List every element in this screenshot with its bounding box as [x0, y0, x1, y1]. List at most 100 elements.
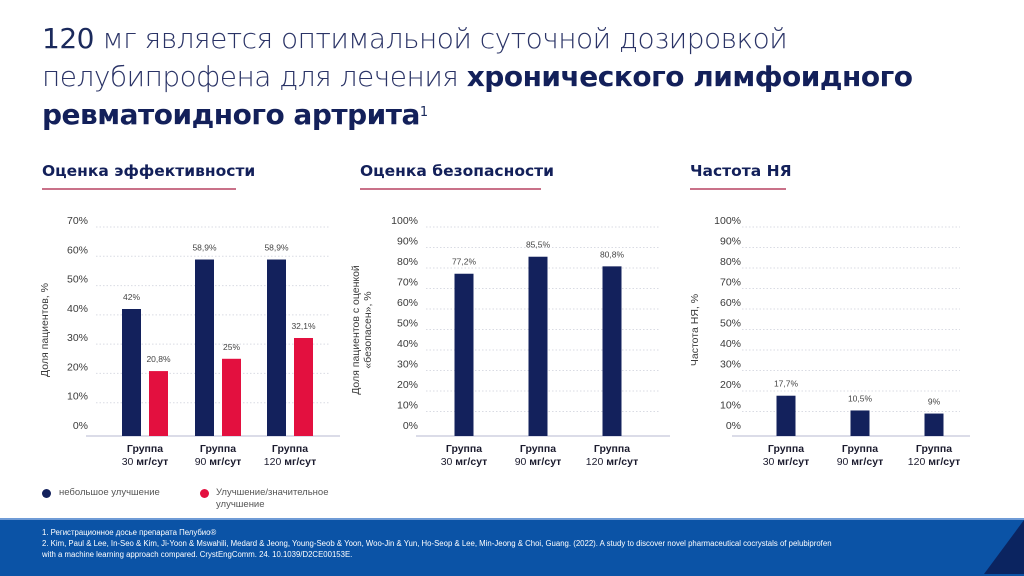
dose-unit: мг/сут	[774, 456, 809, 468]
bar	[222, 358, 241, 436]
y-tick-label: 70%	[397, 277, 418, 289]
legend-dot-red-icon	[200, 489, 209, 498]
y-tick-label: 90%	[397, 236, 418, 248]
charts-canvas: 0% 10% 20% 30% 40% 50% 60% 70% Доля пациентов, %…	[39, 215, 970, 468]
title-emphasis: хронического лимфоидного ревматоидного а…	[42, 60, 913, 131]
section-underline-safety	[360, 188, 541, 190]
y-tick-label: 20%	[720, 379, 741, 391]
y-tick-label: 70%	[67, 215, 88, 227]
y-tick-label: 100%	[391, 215, 418, 227]
section-underline-ae	[690, 188, 786, 190]
x-category-label-line1: Группа	[842, 443, 878, 455]
y-tick-label: 60%	[720, 297, 741, 309]
bar-value-label: 58,9%	[192, 243, 217, 253]
x-category-label-line2: 120 мг/сут	[264, 456, 316, 468]
dose-unit: мг/сут	[281, 456, 316, 468]
y-tick-label: 50%	[397, 318, 418, 330]
y-tick-label: 60%	[67, 244, 88, 256]
x-category-label-line2: 90 мг/сут	[515, 456, 562, 468]
bar	[267, 259, 286, 436]
section-underline-efficacy	[42, 188, 236, 190]
reference-2-line1: 2. Kim, Paul & Lee, In-Seo & Kim, Ji-Yoo…	[42, 539, 832, 548]
dose-value: 120	[908, 456, 926, 468]
dose-value: 90	[195, 456, 207, 468]
dose-value: 90	[515, 456, 527, 468]
dose-value: 120	[264, 456, 282, 468]
y-tick-label: 90%	[720, 236, 741, 248]
bar-value-label: 80,8%	[600, 249, 625, 259]
bar	[149, 371, 168, 436]
reference-2-line2: with a machine learning approach compare…	[42, 550, 353, 559]
title-text: мг является оптимальной суточной дозиров…	[42, 22, 788, 93]
footer-band	[0, 518, 1024, 576]
x-category-label-line1: Группа	[272, 443, 308, 455]
y-tick-label: 30%	[720, 359, 741, 371]
y-tick-label: 0%	[403, 420, 418, 432]
section-title-efficacy: Оценка эффективности	[42, 162, 256, 180]
y-tick-label: 30%	[397, 359, 418, 371]
bar	[602, 266, 622, 436]
bar-value-label: 9%	[928, 397, 941, 407]
dose-unit: мг/сут	[206, 456, 241, 468]
y-tick-label: 10%	[397, 400, 418, 412]
y-axis-label: Частота НЯ, %	[689, 294, 701, 366]
y-tick-label: 20%	[397, 379, 418, 391]
bar	[528, 256, 548, 436]
legend-dot-navy-icon	[42, 489, 51, 498]
bar-value-label: 32,1%	[291, 321, 316, 331]
y-tick-label: 50%	[720, 318, 741, 330]
bar-value-label: 77,2%	[452, 257, 477, 267]
bar	[195, 259, 214, 436]
x-category-label-line1: Группа	[127, 443, 163, 455]
y-tick-label: 0%	[73, 420, 88, 432]
x-category-label-line2: 90 мг/сут	[195, 456, 242, 468]
y-tick-label: 40%	[397, 338, 418, 350]
y-tick-label: 0%	[726, 420, 741, 432]
y-tick-label: 80%	[720, 256, 741, 268]
y-tick-label: 40%	[720, 338, 741, 350]
dose-value: 30	[763, 456, 775, 468]
bar-value-label: 42%	[123, 292, 140, 302]
y-axis-label-line1: Доля пациентов с оценкой	[350, 265, 362, 395]
bar	[454, 273, 474, 436]
legend-label-line2: улучшение	[216, 499, 265, 510]
x-category-label-line1: Группа	[520, 443, 556, 455]
dose-unit: мг/сут	[133, 456, 168, 468]
y-axis-label: Доля пациентов, %	[39, 283, 51, 377]
reference-1: 1. Регистрационное досье препарата Пелуб…	[42, 528, 217, 537]
footer-corner-decoration	[984, 520, 1024, 574]
bar	[294, 337, 313, 436]
y-tick-label: 20%	[67, 361, 88, 373]
section-title-safety: Оценка безопасности	[360, 162, 554, 180]
x-category-label-line1: Группа	[916, 443, 952, 455]
bar-value-label: 58,9%	[264, 243, 289, 253]
dose-unit: мг/сут	[603, 456, 638, 468]
y-tick-label: 50%	[67, 274, 88, 286]
dose-value: 120	[586, 456, 604, 468]
legend-label: небольшое улучшение	[59, 487, 160, 498]
bar-value-label: 20,8%	[146, 354, 171, 364]
dose-unit: мг/сут	[848, 456, 883, 468]
dose-value: 30	[122, 456, 134, 468]
x-category-label-line2: 30 мг/сут	[441, 456, 488, 468]
x-category-label-line1: Группа	[768, 443, 804, 455]
x-category-label-line2: 30 мг/сут	[122, 456, 169, 468]
dose-unit: мг/сут	[925, 456, 960, 468]
y-tick-label: 30%	[67, 332, 88, 344]
x-category-label-line1: Группа	[594, 443, 630, 455]
bar-value-label: 85,5%	[526, 240, 551, 250]
bar	[924, 413, 944, 436]
x-category-label-line1: Группа	[200, 443, 236, 455]
y-tick-label: 70%	[720, 277, 741, 289]
y-tick-label: 10%	[720, 400, 741, 412]
page-title: 120 мг является оптимальной суточной доз…	[42, 20, 942, 134]
dose-unit: мг/сут	[526, 456, 561, 468]
x-category-label-line2: 90 мг/сут	[837, 456, 884, 468]
dose-value: 30	[441, 456, 453, 468]
dose-value: 90	[837, 456, 849, 468]
x-category-label-line2: 30 мг/сут	[763, 456, 810, 468]
bar-value-label: 17,7%	[774, 379, 799, 389]
title-dose: 120	[42, 22, 94, 55]
bar-value-label: 10,5%	[848, 393, 873, 403]
y-tick-label: 60%	[397, 297, 418, 309]
